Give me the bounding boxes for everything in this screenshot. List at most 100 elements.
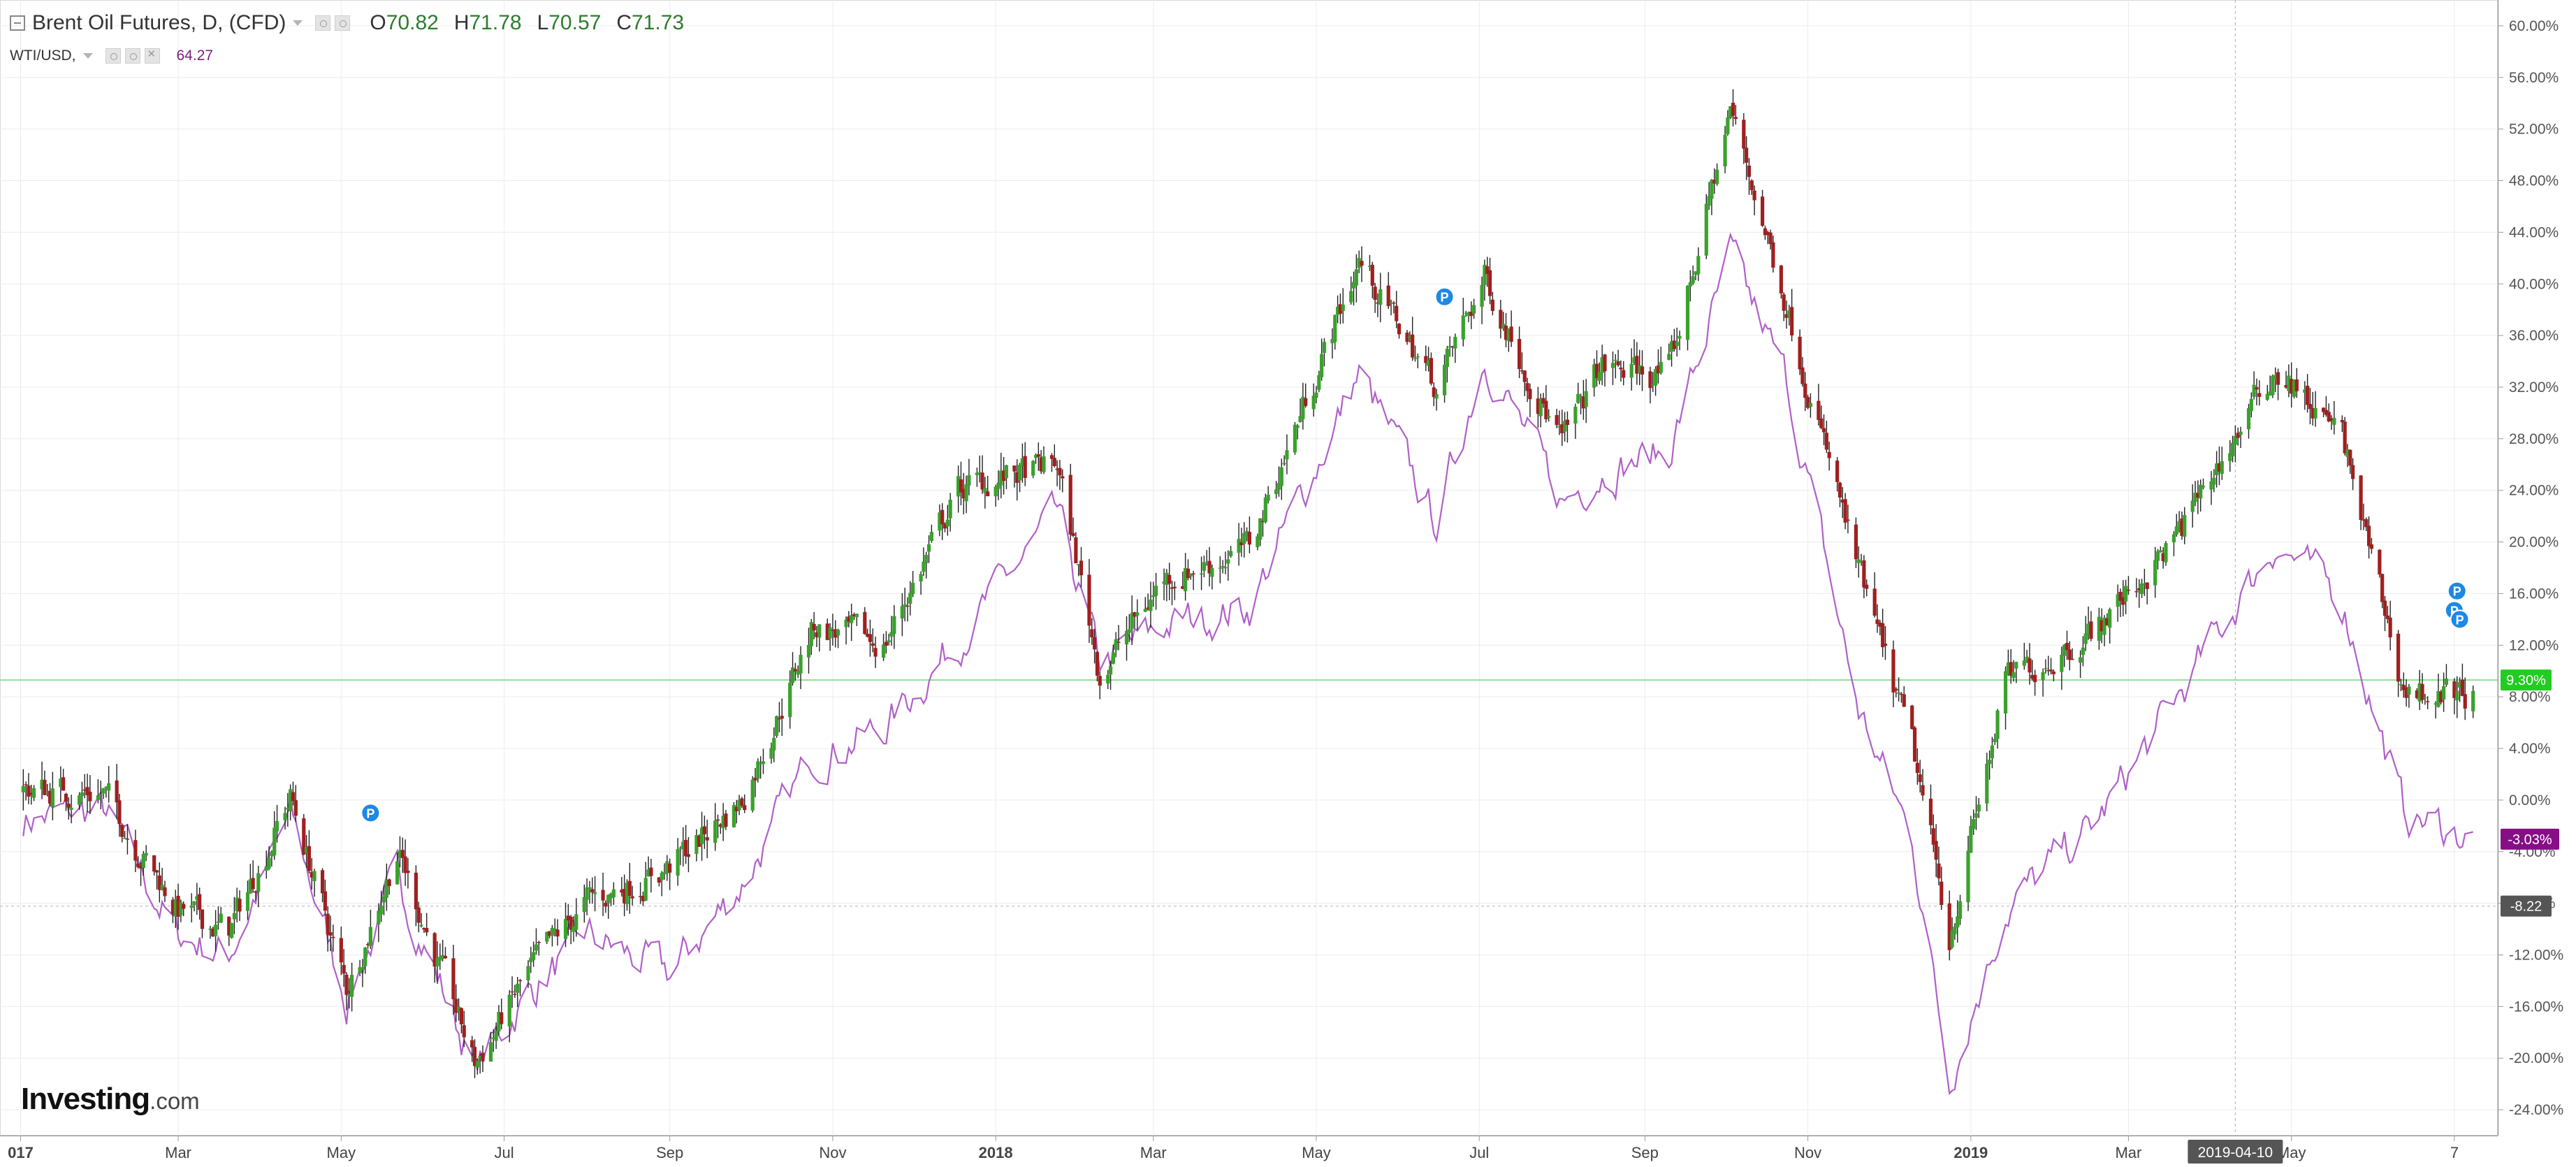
candle-down (2348, 449, 2352, 466)
candle-down (1771, 242, 1775, 268)
candle-up (398, 850, 402, 859)
event-marker-p[interactable] (361, 803, 381, 823)
candle-down (2126, 589, 2131, 591)
candle-up (2423, 697, 2427, 699)
candle-down (1560, 424, 1564, 434)
candle-down (1061, 476, 1065, 479)
candle-down (29, 792, 34, 795)
candle-down (1731, 103, 1735, 116)
candle-up (1229, 551, 1233, 556)
candle-up (361, 967, 365, 970)
candle-down (1170, 587, 1174, 589)
y-tick-label: 12.00% (2509, 637, 2559, 653)
candle-down (1712, 180, 1717, 184)
candle-down (1181, 586, 1185, 589)
candle-down (1522, 370, 1527, 382)
x-tick-label: Nov (1794, 1144, 1821, 1161)
candle-up (585, 887, 589, 900)
candle-up (1483, 264, 1487, 286)
candle-down (1635, 356, 1639, 374)
candle-down (2420, 683, 2424, 700)
candle-down (1640, 366, 1645, 375)
candle-up (2292, 380, 2297, 397)
candle-down (2118, 591, 2123, 601)
x-tick-label: Sep (1631, 1144, 1659, 1161)
candle-up (1320, 354, 1324, 377)
candle-up (1223, 567, 1228, 569)
candle-down (138, 865, 143, 869)
candle-down (627, 880, 632, 896)
candle-down (27, 785, 31, 797)
event-marker-p[interactable] (1434, 287, 1455, 307)
candle-up (1367, 266, 1372, 267)
candle-up (1127, 629, 1131, 633)
event-marker-p[interactable] (2450, 609, 2470, 630)
settings-icon[interactable] (105, 48, 121, 64)
candle-down (152, 855, 157, 872)
candle-down (2378, 549, 2382, 575)
candle-up (1202, 562, 1207, 571)
candle-down (451, 958, 456, 999)
settings-icon[interactable] (315, 15, 331, 31)
candle-down (120, 825, 124, 837)
candle-up (96, 795, 100, 800)
candle-down (2311, 407, 2315, 419)
candle-down (1397, 324, 1402, 335)
candle-up (2041, 672, 2045, 681)
candle-up (887, 640, 891, 642)
close-icon[interactable] (144, 48, 160, 64)
candle-down (831, 630, 835, 631)
candle-down (2290, 379, 2294, 394)
candle-down (604, 902, 608, 907)
collapse-legend-button[interactable] (10, 15, 25, 31)
candle-up (2142, 583, 2146, 585)
candle-up (2201, 486, 2206, 488)
hide-icon[interactable] (335, 15, 351, 31)
candle-up (275, 821, 279, 832)
candle-up (1184, 567, 1188, 592)
event-marker-label: P (2456, 613, 2464, 627)
candle-down (1392, 303, 1396, 304)
y-tick-label: 32.00% (2509, 379, 2559, 396)
candle-down (743, 805, 747, 811)
candle-down (136, 863, 140, 867)
candle-up (2436, 690, 2440, 707)
candle-up (1669, 341, 1674, 352)
candle-up (1143, 609, 1147, 612)
candle-up (286, 807, 290, 810)
candle-down (1915, 762, 1919, 774)
hide-icon[interactable] (124, 48, 140, 64)
candle-up (1448, 346, 1452, 348)
x-tick-label: 2019 (1953, 1144, 1988, 1161)
chevron-down-icon[interactable] (293, 20, 303, 26)
candle-down (1891, 649, 1895, 693)
candle-down (1555, 415, 1559, 426)
wti-change-tag-text: -3.03% (2508, 832, 2552, 848)
event-marker-p[interactable] (2447, 581, 2467, 601)
candle-down (1912, 727, 1917, 762)
candle-down (1012, 465, 1017, 472)
candle-up (1576, 393, 1580, 403)
candle-up (2233, 435, 2237, 445)
candle-down (1872, 588, 1877, 616)
chevron-down-icon[interactable] (82, 53, 93, 59)
candle-up (2345, 449, 2350, 457)
main-series-title[interactable]: Brent Oil Futures, D, (CFD) (32, 11, 286, 34)
candle-down (683, 839, 688, 857)
candle-down (1373, 287, 1377, 300)
candle-up (21, 785, 25, 792)
candle-down (2452, 681, 2457, 698)
candle-up (1787, 310, 1791, 318)
candle-up (1993, 739, 1997, 742)
high-label: H (453, 11, 470, 34)
candle-down (320, 870, 325, 894)
candle-up (737, 799, 741, 811)
compare-series-title[interactable]: WTI/USD, (10, 48, 76, 64)
candle-down (2351, 465, 2355, 479)
candle-up (1667, 354, 1671, 360)
candle-up (945, 519, 949, 527)
candle-up (999, 470, 1003, 486)
candle-down (1745, 147, 1749, 163)
